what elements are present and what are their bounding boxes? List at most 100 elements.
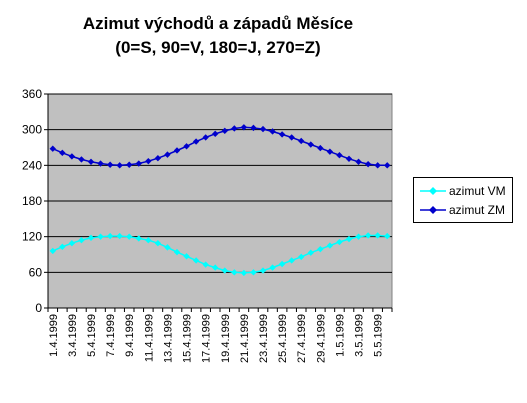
data-point-0-18 (221, 267, 228, 274)
legend-marker-zm (420, 206, 446, 214)
data-point-1-34 (374, 162, 381, 169)
data-point-0-17 (212, 264, 219, 271)
data-point-1-11 (154, 155, 162, 162)
data-point-0-31 (345, 235, 353, 243)
data-point-1-15 (192, 138, 200, 145)
data-point-1-22 (259, 125, 267, 133)
data-point-0-1 (59, 243, 66, 250)
data-point-0-4 (87, 234, 95, 242)
data-point-0-20 (240, 269, 248, 277)
data-point-0-13 (173, 248, 181, 256)
x-axis: 1.4.1999 3.4.1999 5.4.1999 7.4.1999 9.4.1999… (47, 307, 393, 363)
data-point-1-21 (250, 124, 257, 132)
x-tick-label: 1.4.1999 (48, 314, 60, 357)
data-point-1-29 (326, 148, 334, 155)
data-point-0-7 (116, 232, 123, 240)
data-point-1-1 (59, 149, 66, 157)
data-point-0-6 (106, 232, 114, 240)
data-point-0-29 (326, 242, 334, 249)
data-point-0-27 (307, 249, 314, 256)
data-point-1-3 (78, 156, 85, 163)
legend-label-zm: azimut ZM (449, 203, 506, 217)
data-point-0-28 (317, 245, 324, 253)
data-point-0-2 (68, 240, 76, 247)
data-point-0-30 (336, 238, 343, 246)
data-point-1-18 (221, 127, 228, 135)
data-point-1-7 (116, 162, 123, 169)
data-point-0-35 (384, 232, 391, 240)
data-point-0-33 (364, 232, 372, 239)
data-point-1-27 (307, 141, 314, 148)
data-point-0-19 (231, 269, 238, 276)
data-point-1-28 (317, 144, 324, 152)
data-point-0-16 (202, 261, 209, 268)
x-tick-label: 21.4.1999 (239, 314, 251, 363)
data-point-0-24 (278, 260, 286, 268)
data-point-0-32 (355, 233, 362, 240)
series-group (49, 124, 391, 277)
y-tick-label-120: 120 (22, 230, 42, 244)
data-point-1-23 (269, 128, 276, 135)
x-tick-label: 19.4.1999 (220, 314, 232, 363)
x-tick-label: 5.4.1999 (86, 314, 98, 357)
data-point-1-4 (87, 158, 95, 165)
x-tick-label: 23.4.1999 (258, 314, 270, 363)
data-point-1-31 (345, 155, 353, 162)
y-tick-label-360: 360 (22, 87, 42, 101)
data-point-1-0 (49, 145, 56, 152)
data-point-0-10 (145, 237, 152, 244)
data-point-0-11 (154, 240, 162, 247)
x-tick-label: 7.4.1999 (105, 314, 117, 357)
x-tick-label: 9.4.1999 (124, 314, 136, 357)
data-point-0-25 (288, 257, 295, 264)
data-point-1-6 (106, 161, 114, 168)
data-point-0-14 (183, 253, 190, 260)
data-point-0-23 (269, 264, 276, 271)
data-point-1-8 (126, 161, 133, 168)
chart-title: Azimut východů a západů Měsíce (82, 14, 354, 33)
x-tick-label: 17.4.1999 (201, 314, 213, 363)
x-tick-label: 3.5.1999 (354, 314, 366, 357)
legend-item-zm: azimut ZM (420, 202, 505, 218)
legend-marker-vm (420, 187, 446, 195)
x-tick-label: 29.4.1999 (315, 314, 327, 363)
data-point-0-3 (78, 237, 85, 244)
data-point-0-26 (298, 253, 305, 261)
data-point-1-35 (384, 162, 391, 169)
data-point-0-9 (135, 235, 142, 242)
data-point-1-19 (231, 125, 238, 132)
data-point-0-21 (250, 269, 257, 276)
data-point-0-8 (126, 233, 133, 240)
data-point-1-2 (68, 153, 76, 160)
data-point-1-17 (212, 130, 219, 138)
y-tick-label-300: 300 (22, 123, 42, 137)
x-tick-label: 5.5.1999 (373, 314, 385, 357)
data-point-0-34 (374, 232, 381, 239)
x-tick-label: 15.4.1999 (182, 314, 194, 363)
data-point-1-32 (355, 158, 362, 165)
x-tick-label: 13.4.1999 (162, 314, 174, 363)
data-point-1-12 (164, 151, 171, 158)
data-point-0-5 (97, 233, 104, 240)
data-point-0-22 (259, 267, 267, 274)
legend: azimut VM azimut ZM (413, 177, 513, 223)
y-tick-label-180: 180 (22, 194, 42, 208)
y-tick-label-0: 0 (35, 301, 42, 315)
data-point-1-26 (298, 137, 305, 145)
data-point-1-9 (135, 160, 142, 167)
x-tick-label: 11.4.1999 (143, 314, 155, 362)
y-tick-label-240: 240 (22, 158, 42, 172)
data-point-1-30 (336, 152, 343, 159)
data-point-1-16 (202, 134, 209, 141)
x-tick-label: 27.4.1999 (296, 314, 308, 363)
legend-label-vm: azimut VM (449, 184, 506, 198)
x-tick-label: 25.4.1999 (277, 314, 289, 363)
data-point-1-5 (97, 160, 104, 167)
data-point-1-14 (183, 143, 190, 150)
legend-item-vm: azimut VM (420, 183, 506, 199)
chart-title-block: Azimut východů a západů Měsíce (0=S, 90=… (0, 12, 436, 60)
data-point-1-10 (145, 157, 152, 165)
x-tick-label: 3.4.1999 (67, 314, 79, 357)
x-tick-label: 1.5.1999 (334, 314, 346, 357)
